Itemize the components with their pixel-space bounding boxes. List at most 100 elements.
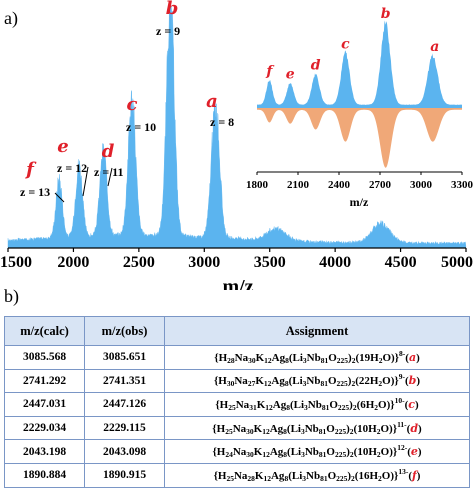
formula-part: 2 [376,450,381,460]
formula-part: 3 [304,402,308,412]
formula-part: K [255,351,265,364]
formula-part: 27 [247,379,256,389]
formula-part: 31 [249,402,257,412]
formula-part: (10H [353,422,377,435]
peak-letter: a [206,91,218,112]
formula-part: 225 [334,426,347,436]
formula-part: 8 [286,402,290,412]
formula-part: 12 [265,402,273,412]
formula-part: O)} [378,398,395,411]
formula-part: O [326,446,335,459]
formula-part: Ag [269,422,284,435]
inset-x-tick-label: 3000 [410,179,433,191]
formula-part: Nb [304,446,319,459]
formula-part: O [326,422,335,435]
peak-label-a: a z = 8 [206,91,234,129]
formula-part: 2 [351,355,356,365]
mz-obs-cell: 2043.098 [84,439,165,464]
x-tick-label: 2500 [123,254,155,271]
formula-part: 225 [336,473,348,483]
formula-part: 81 [320,473,328,483]
mz-calc-cell: 2043.198 [4,439,85,464]
formula-part: ) [346,422,350,435]
peak-label-d: d z = 11 [94,141,124,179]
formula-part: ( [408,469,413,482]
x-tick-label: 1500 [0,254,32,271]
table-header-row: m/z(calc) m/z(obs) Assignment [4,316,470,346]
formula-part: Nb [306,469,321,482]
formula-part: ) [349,398,353,411]
formula-part: ( [405,351,409,364]
x-tick-label: 4500 [385,254,417,271]
inset-upper-trace [257,20,462,109]
peak-letter: d [410,421,419,435]
formula-part: Ag [272,398,287,411]
formula-part: 12 [263,379,272,389]
charge-state-label: z = 10 [126,120,156,134]
formula-part: 28 [227,355,235,365]
formula-part: 8- [399,348,406,358]
peak-letter: e [410,445,418,459]
assignment-cell: {H25Na30K12Ag8(Li3Nb81O225)2(10H2O)}11-(… [164,415,470,441]
formula-part: 2 [378,473,382,483]
formula-part: ( [404,398,409,411]
inset-peak-letter: e [286,67,295,83]
formula-part: ) [346,446,350,459]
formula-part: 225 [336,355,349,365]
spectrum-trace [7,5,467,249]
formula-part: 2 [351,473,355,483]
peak-letter: f [24,159,37,180]
formula-part: 2 [378,379,383,389]
formula-part: Na [232,446,247,459]
formula-part: O)} [382,351,400,364]
table-row: 2229.034 2229.115 {H25Na30K12Ag8(Li3Nb81… [4,415,470,441]
formula-part: 81 [321,402,330,412]
formula-part: O [328,351,337,364]
formula-part: 12- [397,443,408,453]
column-header-mz-obs: m/z(obs) [84,316,165,346]
formula-part: O [327,375,337,388]
peak-letter: d [102,141,115,162]
inset-x-tick-label: 3300 [451,179,473,191]
peak-letter: c [127,94,138,115]
formula-part: 28 [247,473,255,483]
inset-peak-letter: d [311,58,321,74]
formula-part: 3 [302,379,307,389]
formula-part: Nb [307,398,322,411]
formula-part: 8 [283,426,287,436]
formula-part: 3 [300,426,305,436]
mz-obs-cell: 1890.915 [84,462,165,488]
formula-part: ( [404,375,409,388]
panel-a-label: a) [4,8,18,29]
leader-line [107,167,113,187]
peak-letter: b [166,0,179,19]
peak-letter: b [408,374,417,388]
inset-x-tick-label: 1800 [246,179,269,191]
table-row: 3085.568 3085.651 {H28Na30K12Ag8(Li3Nb81… [4,345,470,370]
formula-part: {H [213,375,227,388]
formula-part: (10H [353,446,377,459]
formula-part: 3 [302,473,306,483]
formula-part: 8 [285,355,289,365]
formula-part: 2 [352,402,357,412]
formula-part: K [256,398,266,411]
formula-part: 11- [397,419,407,429]
formula-part: (Li [287,446,302,459]
formula-part: Na [234,351,249,364]
inset-x-axis-title: m/z [350,195,369,209]
formula-part: 10- [394,395,405,405]
formula-part: 2 [351,379,356,389]
formula-part: ) [416,375,421,388]
inset-peak-letter: f [265,63,275,79]
formula-part: ) [418,422,422,435]
column-header-assignment: Assignment [164,316,470,346]
formula-part: Na [232,422,247,435]
peak-letter: e [57,136,68,157]
formula-part: {H [213,469,227,482]
formula-part: 12 [262,426,270,436]
formula-part: K [253,422,263,435]
table-row: 2447.031 2447.126 {H25Na31K12Ag8(Li3Nb81… [4,392,470,417]
formula-part: Na [233,469,248,482]
formula-part: 2 [376,426,381,436]
main-spectrum-plot: f z = 13 e z = 12 d z = 11 c z = 10 b z = 9 a z = 8… [0,0,473,290]
